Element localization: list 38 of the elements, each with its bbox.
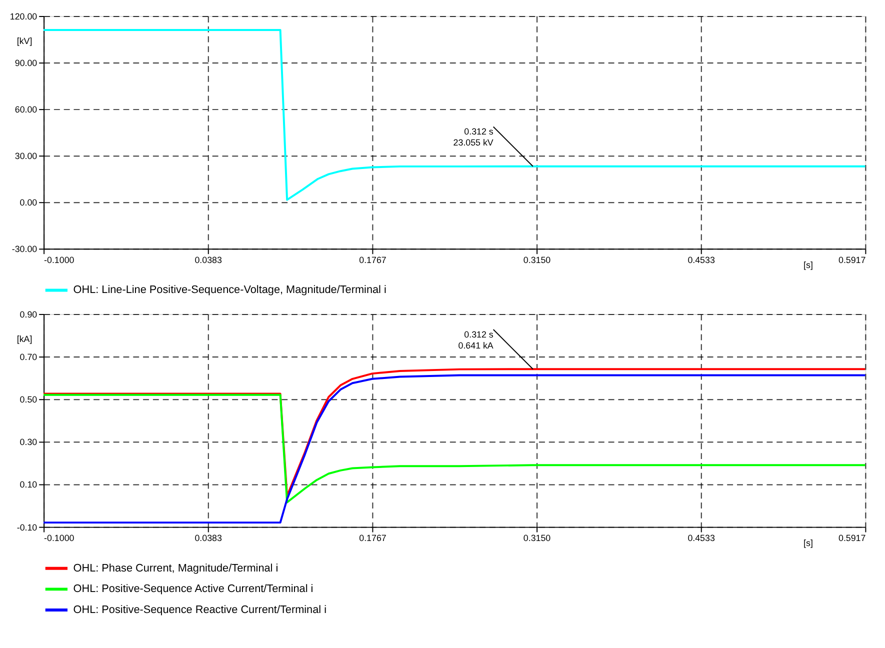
x-tick-label: 0.0383 [194, 533, 222, 544]
y-tick-label: 0.70 [20, 352, 38, 362]
y-tick-label: 30.00 [14, 151, 38, 162]
line-series [42, 368, 866, 497]
x-axis-title: [s] [804, 538, 813, 548]
x-tick-label: -0.1000 [44, 533, 74, 544]
legend-label: OHL: Positive-Sequence Reactive Current/Terminal i [73, 604, 327, 616]
y-tick-label: -30.00 [12, 244, 38, 254]
legend-label: OHL: Positive-Sequence Active Current/Terminal i [73, 583, 314, 596]
line-series [42, 28, 866, 201]
y-axis-title: [kV] [16, 36, 32, 46]
x-tick-label: 0.5917 [838, 533, 866, 544]
x-tick-label: 0.3150 [523, 533, 551, 544]
y-tick-label: 90.00 [14, 58, 38, 68]
line-series [42, 374, 866, 524]
annotation: 0.312 s 23.055 kV [453, 126, 494, 148]
x-tick-label: 0.5917 [838, 255, 866, 265]
x-axis-title: [s] [804, 260, 813, 270]
x-tick-label: 0.0383 [194, 255, 222, 265]
legend-label: OHL: Phase Current, Magnitude/Terminal i [73, 562, 278, 574]
y-axis-title: [kA] [16, 334, 32, 344]
x-tick-label: 0.1767 [359, 255, 386, 265]
y-tick-label: 120.00 [10, 11, 38, 22]
x-tick-label: 0.4533 [688, 533, 715, 544]
legend-label: OHL: Line-Line Positive-Sequence-Voltage, Magnitude/Terminal i [73, 284, 386, 296]
x-tick-label: 0.3150 [523, 255, 551, 265]
x-tick-label: -0.1000 [44, 255, 74, 265]
y-tick-label: 0.00 [20, 198, 38, 208]
y-tick-label: 60.00 [14, 104, 38, 115]
annotation: 0.312 s 0.641 kA [458, 329, 494, 350]
y-tick-label: 0.30 [20, 437, 38, 448]
y-tick-label: -0.10 [16, 522, 38, 532]
y-tick-label: 0.90 [20, 309, 38, 320]
y-tick-label: 0.10 [20, 480, 38, 490]
line-series [42, 394, 866, 504]
x-tick-label: 0.4533 [688, 255, 715, 265]
y-tick-label: 0.50 [20, 394, 38, 405]
x-tick-label: 0.1767 [359, 533, 386, 544]
